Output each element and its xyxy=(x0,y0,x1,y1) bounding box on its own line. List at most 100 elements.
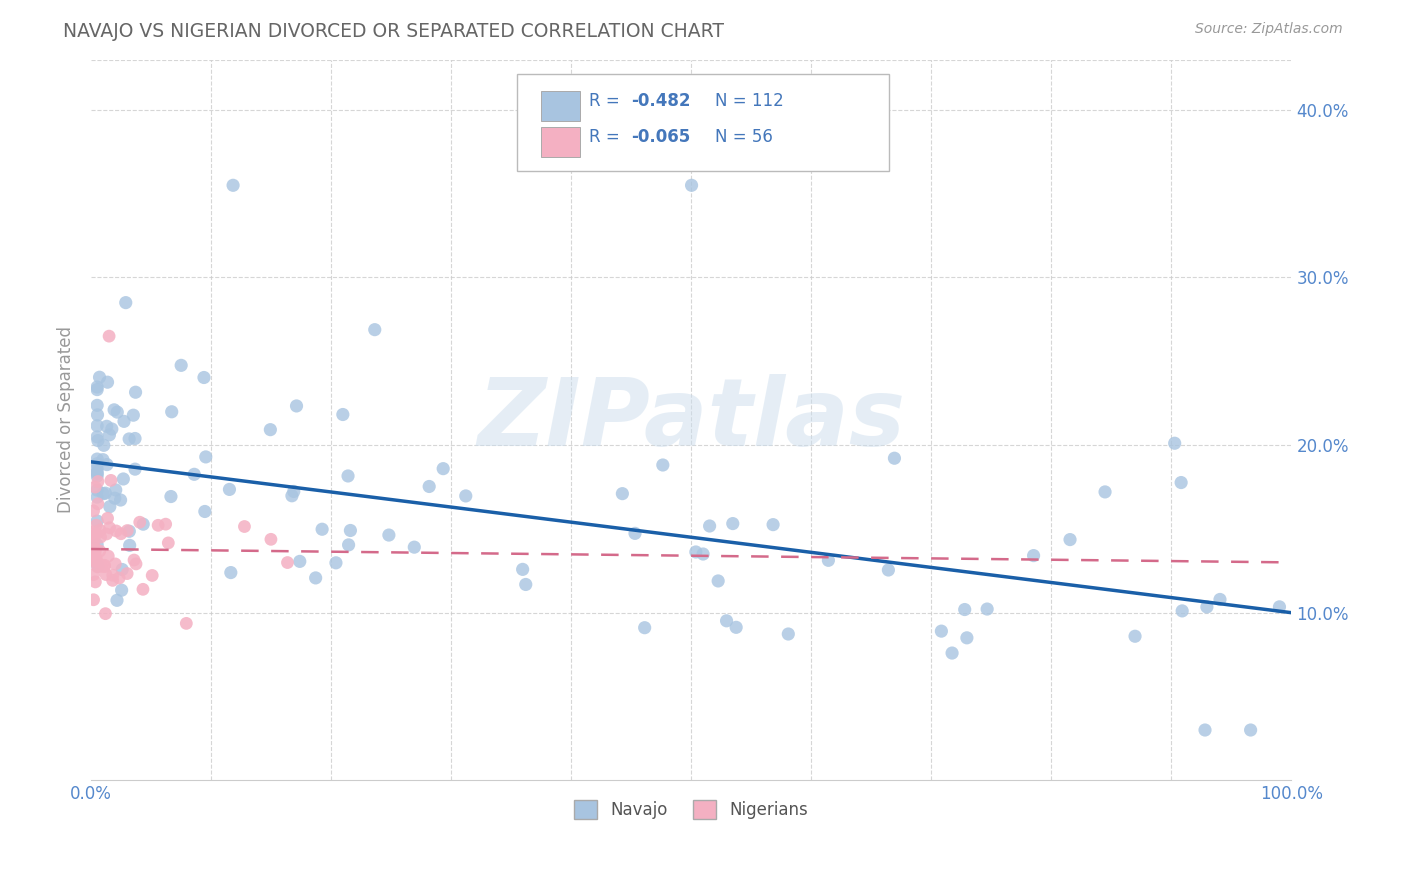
Point xyxy=(1268,599,1291,614)
Point xyxy=(110,493,132,508)
Point xyxy=(96,458,118,472)
Point xyxy=(86,452,108,467)
Point xyxy=(285,399,308,413)
Point xyxy=(87,559,110,574)
Point xyxy=(84,554,107,568)
Point xyxy=(101,422,124,436)
Point xyxy=(87,497,110,511)
Point xyxy=(90,559,112,574)
Point xyxy=(111,583,134,598)
Point xyxy=(716,614,738,628)
Point xyxy=(118,538,141,552)
Point xyxy=(721,516,744,531)
Point xyxy=(283,484,305,499)
Point xyxy=(86,418,108,433)
Point xyxy=(141,568,163,582)
Point xyxy=(160,490,183,504)
Text: ZIPatlas: ZIPatlas xyxy=(477,374,905,466)
Point xyxy=(83,504,105,518)
Point xyxy=(89,370,111,384)
Point xyxy=(86,462,108,476)
Point xyxy=(118,432,141,446)
Point xyxy=(108,571,131,585)
Point xyxy=(86,383,108,397)
Point xyxy=(86,398,108,412)
Point xyxy=(132,582,155,597)
Point xyxy=(332,408,354,422)
Point xyxy=(337,538,360,552)
FancyBboxPatch shape xyxy=(517,74,890,171)
Point xyxy=(103,402,125,417)
Point xyxy=(122,553,145,567)
Point xyxy=(1123,629,1146,643)
Point xyxy=(183,467,205,482)
Point xyxy=(114,295,136,310)
Point xyxy=(512,562,534,576)
Point xyxy=(276,556,298,570)
Point xyxy=(124,462,146,476)
Point xyxy=(778,627,800,641)
Point xyxy=(681,178,703,193)
Point xyxy=(707,574,730,588)
Point xyxy=(98,427,121,442)
Point xyxy=(86,490,108,504)
Text: NAVAJO VS NIGERIAN DIVORCED OR SEPARATED CORRELATION CHART: NAVAJO VS NIGERIAN DIVORCED OR SEPARATED… xyxy=(63,22,724,41)
Point xyxy=(94,607,117,621)
Point xyxy=(281,489,304,503)
Point xyxy=(87,475,110,489)
Point xyxy=(193,370,215,384)
Text: -0.065: -0.065 xyxy=(631,128,690,146)
Point xyxy=(100,474,122,488)
Point xyxy=(233,519,256,533)
Point xyxy=(84,574,107,589)
Point xyxy=(86,527,108,541)
Point xyxy=(378,528,401,542)
Point xyxy=(86,514,108,528)
Point xyxy=(86,408,108,422)
Point xyxy=(115,566,138,581)
Point xyxy=(86,553,108,567)
Point xyxy=(89,523,111,537)
Point xyxy=(1195,599,1218,614)
Point xyxy=(305,571,328,585)
Point xyxy=(84,480,107,494)
Point xyxy=(90,530,112,544)
Point xyxy=(104,483,127,497)
Point xyxy=(157,536,180,550)
Text: N = 112: N = 112 xyxy=(716,92,785,110)
Point xyxy=(956,631,979,645)
Point xyxy=(83,552,105,566)
Point xyxy=(288,554,311,568)
Point xyxy=(96,511,118,525)
Point xyxy=(86,467,108,481)
Point xyxy=(941,646,963,660)
Point xyxy=(94,486,117,500)
Point xyxy=(93,438,115,452)
Point xyxy=(112,472,135,486)
Point xyxy=(1163,436,1185,450)
Point xyxy=(219,566,242,580)
Point xyxy=(1171,604,1194,618)
Point xyxy=(699,519,721,533)
Point xyxy=(1170,475,1192,490)
Point xyxy=(1059,533,1081,547)
Point xyxy=(170,359,193,373)
Point xyxy=(83,539,105,553)
Text: R =: R = xyxy=(589,128,626,146)
Point xyxy=(194,450,217,464)
Point xyxy=(762,517,785,532)
Point xyxy=(404,540,426,554)
Point xyxy=(110,526,132,541)
Point xyxy=(96,527,118,541)
Point xyxy=(124,385,146,400)
Point xyxy=(84,542,107,557)
Point xyxy=(976,602,998,616)
Text: -0.482: -0.482 xyxy=(631,92,690,110)
Point xyxy=(105,524,128,538)
Point xyxy=(101,568,124,582)
Point xyxy=(418,479,440,493)
Point xyxy=(817,553,839,567)
Point xyxy=(86,555,108,569)
Point xyxy=(86,483,108,497)
Point xyxy=(83,534,105,549)
